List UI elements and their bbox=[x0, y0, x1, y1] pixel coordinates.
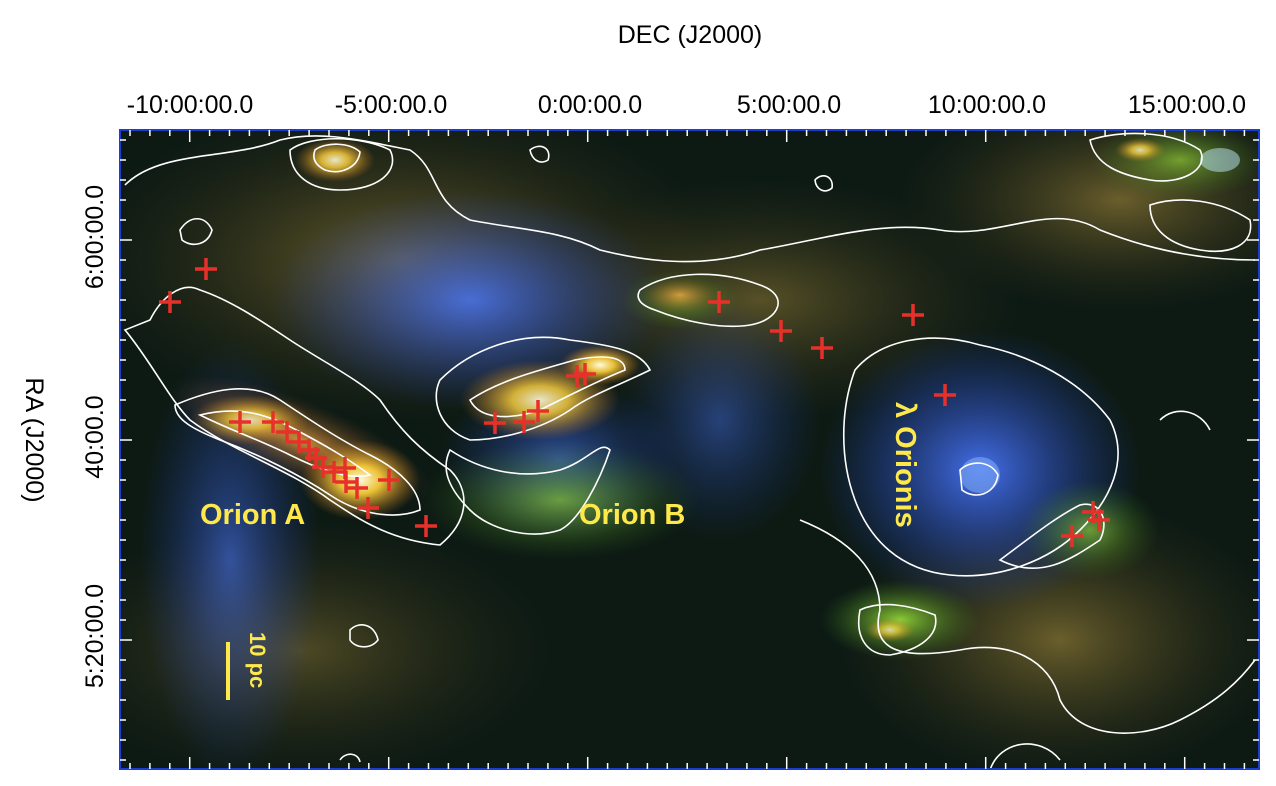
top-tick-label: 0:00:00.0 bbox=[538, 91, 642, 119]
orion-a-label: Orion A bbox=[200, 499, 305, 531]
left-tick-label: 40:00.0 bbox=[81, 395, 109, 478]
left-axis-title: RA (J2000) bbox=[20, 377, 48, 502]
scale-bar-label: 10 pc bbox=[245, 632, 270, 688]
sky-image: Orion A Orion B λ Orionis 10 pc bbox=[50, 90, 1276, 780]
top-tick-label: -10:00:00.0 bbox=[127, 91, 254, 119]
left-tick-label: 5:20:00.0 bbox=[81, 584, 109, 688]
top-axis-title: DEC (J2000) bbox=[618, 21, 763, 49]
top-tick-label: 5:00:00.0 bbox=[737, 91, 841, 119]
left-tick-label: 6:00:00.0 bbox=[81, 185, 109, 289]
left-tick-labels: 6:00:00.0 40:00.0 5:20:00.0 bbox=[81, 185, 109, 688]
top-tick-label: 10:00:00.0 bbox=[928, 91, 1046, 119]
lambda-orionis-label: λ Orionis bbox=[889, 402, 921, 528]
top-tick-labels: -10:00:00.0 -5:00:00.0 0:00:00.0 5:00:00… bbox=[127, 91, 1246, 119]
top-tick-label: -5:00:00.0 bbox=[335, 91, 448, 119]
orion-b-label: Orion B bbox=[579, 499, 685, 531]
top-tick-label: 15:00:00.0 bbox=[1128, 91, 1246, 119]
